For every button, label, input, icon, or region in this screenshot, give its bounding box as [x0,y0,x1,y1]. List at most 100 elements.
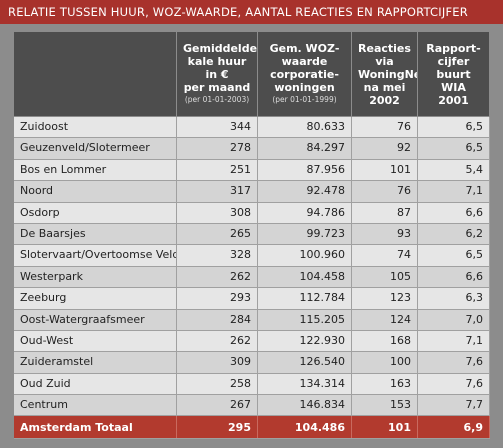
number-cell: 134.314 [258,373,352,395]
table-row: Oost-Watergraafsmeer 284 115.205 124 7,0 [14,309,490,331]
header-cell: Gem. WOZ- waarde corporatie- woningen (pe… [258,32,352,116]
table-row: Slotervaart/Overtoomse Veld 328 100.960 74 6… [14,245,490,267]
number-cell: 265 [177,223,258,245]
header-cell: Gemiddelde kale huur in € per maand (per … [177,32,258,116]
number-cell: 112.784 [258,288,352,309]
table-row: Noord 317 92.478 76 7,1 [14,181,490,203]
number-cell: 7,6 [418,373,490,395]
number-cell: 74 [352,245,418,266]
number-cell: 308 [177,202,258,223]
name-cell: Zuidoost [14,117,177,138]
number-cell: 76 [352,181,418,202]
name-cell: Slotervaart/Overtoomse Veld [14,245,177,266]
header-label: Gem. WOZ- waarde corporatie- woningen [269,42,340,94]
table-row: Zuideramstel 309 126.540 100 7,6 [14,352,490,374]
number-cell: 5,4 [418,159,490,181]
number-cell: 317 [177,181,258,202]
number-cell: 126.540 [258,352,352,373]
number-cell: 104.486 [258,416,352,439]
number-cell: 94.786 [258,202,352,223]
name-cell: Amsterdam Totaal [14,416,177,439]
number-cell: 309 [177,352,258,373]
name-cell: Bos en Lommer [14,159,177,181]
number-cell: 295 [177,416,258,439]
number-cell: 7,0 [418,309,490,330]
table-row: Osdorp 308 94.786 87 6,6 [14,202,490,224]
number-cell: 7,7 [418,395,490,416]
number-cell: 267 [177,395,258,416]
number-cell: 7,6 [418,352,490,373]
name-cell: Zuideramstel [14,352,177,373]
number-cell: 328 [177,245,258,266]
name-cell: Osdorp [14,202,177,223]
header-note: (per 01-01-1999) [272,95,337,104]
number-cell: 87.956 [258,159,352,181]
number-cell: 284 [177,309,258,330]
header-cell: Reacties via WoningNet na mei 2002 [352,32,418,116]
number-cell: 6,5 [418,245,490,266]
name-cell: Oud Zuid [14,373,177,395]
number-cell: 258 [177,373,258,395]
name-cell: De Baarsjes [14,223,177,245]
number-cell: 7,1 [418,181,490,202]
header-label: Reacties via WoningNet na mei 2002 [358,42,417,107]
header-row: Gemiddelde kale huur in € per maand (per … [14,32,490,117]
table-row: Zeeburg 293 112.784 123 6,3 [14,288,490,310]
number-cell: 6,2 [418,223,490,245]
name-cell: Noord [14,181,177,202]
name-cell: Oost-Watergraafsmeer [14,309,177,330]
header-label: Rapport- cijfer buurt WIA 2001 [426,42,481,107]
number-cell: 7,1 [418,330,490,352]
number-cell: 168 [352,330,418,352]
number-cell: 115.205 [258,309,352,330]
table: Gemiddelde kale huur in € per maand (per … [14,32,490,440]
number-cell: 6,5 [418,138,490,159]
number-cell: 92 [352,138,418,159]
number-cell: 6,5 [418,117,490,138]
table-row: Geuzenveld/Slotermeer 278 84.297 92 6,5 [14,138,490,160]
number-cell: 293 [177,288,258,309]
number-cell: 6,6 [418,266,490,288]
table-row: Bos en Lommer 251 87.956 101 5,4 [14,159,490,182]
header-cell: Rapport- cijfer buurt WIA 2001 [418,32,490,116]
name-cell: Geuzenveld/Slotermeer [14,138,177,159]
number-cell: 80.633 [258,117,352,138]
number-cell: 163 [352,373,418,395]
number-cell: 99.723 [258,223,352,245]
table-row: Centrum 267 146.834 153 7,7 [14,395,490,417]
number-cell: 262 [177,330,258,352]
number-cell: 92.478 [258,181,352,202]
number-cell: 153 [352,395,418,416]
number-cell: 278 [177,138,258,159]
number-cell: 6,6 [418,202,490,223]
number-cell: 123 [352,288,418,309]
name-cell: Zeeburg [14,288,177,309]
number-cell: 251 [177,159,258,181]
table-row: Oud Zuid 258 134.314 163 7,6 [14,373,490,396]
number-cell: 76 [352,117,418,138]
table-row: Westerpark 262 104.458 105 6,6 [14,266,490,289]
number-cell: 122.930 [258,330,352,352]
number-cell: 93 [352,223,418,245]
number-cell: 6,9 [418,416,490,439]
number-cell: 100.960 [258,245,352,266]
name-cell: Westerpark [14,266,177,288]
header-label: Gemiddelde kale huur in € per maand [183,42,258,94]
name-cell: Centrum [14,395,177,416]
header-cell [14,32,177,116]
table-row: Amsterdam Totaal 295 104.486 101 6,9 [14,416,490,440]
number-cell: 124 [352,309,418,330]
number-cell: 105 [352,266,418,288]
number-cell: 101 [352,416,418,439]
number-cell: 146.834 [258,395,352,416]
number-cell: 104.458 [258,266,352,288]
number-cell: 87 [352,202,418,223]
name-cell: Oud-West [14,330,177,352]
number-cell: 100 [352,352,418,373]
table-row: De Baarsjes 265 99.723 93 6,2 [14,223,490,246]
header-note: (per 01-01-2003) [184,95,250,104]
number-cell: 6,3 [418,288,490,309]
title: RELATIE TUSSEN HUUR, WOZ-WAARDE, AANTAL … [0,0,503,24]
number-cell: 101 [352,159,418,181]
